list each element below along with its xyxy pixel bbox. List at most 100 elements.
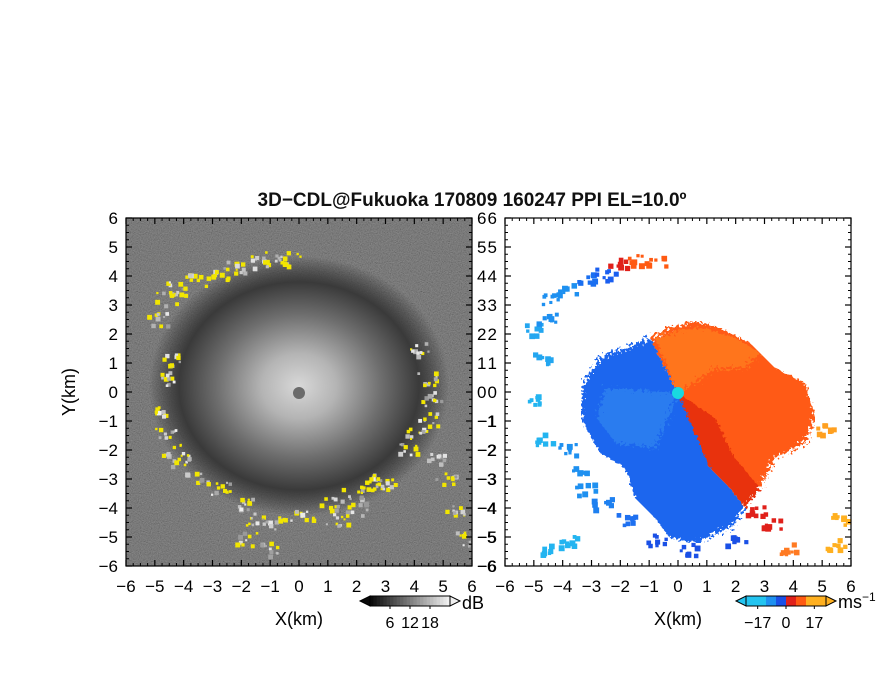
left-panel: −6 −5 −4 −3 −2 −1 0 1 2 3 4 5 66 65 54 43 32 21 10 0−1 −1−2−… <box>59 209 496 632</box>
echo-pixel <box>436 424 441 429</box>
echo-pixel <box>382 487 386 491</box>
echo-pixel <box>299 255 302 258</box>
echo-pixel <box>424 404 428 408</box>
echo-pixel <box>440 399 444 404</box>
echo-pixel <box>359 495 364 500</box>
velocity-pixel <box>536 321 542 327</box>
colorbar-swatch <box>426 596 431 606</box>
echo-pixel <box>423 417 427 421</box>
velocity-pixel <box>568 451 572 455</box>
velocity-pixel <box>640 254 644 258</box>
echo-pixel <box>415 344 419 348</box>
echo-pixel <box>360 514 365 518</box>
velocity-pixel <box>649 257 653 262</box>
velocity-pixel <box>694 545 701 552</box>
x-tick-label: −6 <box>116 577 135 596</box>
echo-pixel <box>403 445 408 450</box>
velocity-pixel <box>558 289 563 294</box>
echo-pixel <box>159 324 164 329</box>
echo-pixel <box>419 351 423 354</box>
colorbar-swatch <box>443 596 448 606</box>
velocity-pixel <box>542 294 547 299</box>
colorbar-swatch <box>822 596 827 606</box>
velocity-pixel <box>831 427 837 433</box>
echo-pixel <box>204 284 209 288</box>
velocity-pixel <box>607 276 614 283</box>
echo-pixel <box>410 348 413 351</box>
echo-pixel <box>238 540 243 545</box>
velocity-pixel <box>529 398 534 403</box>
echo-pixel <box>406 429 411 434</box>
velocity-pixel <box>547 357 554 364</box>
velocity-pixel <box>602 276 606 280</box>
echo-pixel <box>250 517 253 520</box>
echo-pixel <box>161 410 166 415</box>
echo-pixel <box>278 516 282 520</box>
velocity-pixel <box>536 437 542 443</box>
colorbar-extend-low <box>358 595 371 607</box>
y-tick-label: −3 <box>99 470 118 489</box>
colorbar-swatch <box>440 596 444 606</box>
echo-pixel <box>357 490 361 494</box>
velocity-pixel <box>663 258 667 262</box>
echo-pixel <box>173 430 176 433</box>
velocity-pixel <box>533 352 539 358</box>
velocity-pixel <box>582 491 589 498</box>
colorbar-swatch <box>766 596 770 606</box>
echo-pixel <box>433 383 437 388</box>
velocity-pixel <box>607 269 611 273</box>
echo-pixel <box>453 513 458 518</box>
echo-pixel <box>278 258 282 262</box>
colorbar-swatch <box>812 596 817 606</box>
echo-pixel <box>161 376 164 380</box>
colorbar-swatch <box>769 596 774 606</box>
echo-pixel <box>393 482 398 488</box>
echo-pixel <box>360 489 365 493</box>
echo-pixel <box>290 519 293 522</box>
y-tick-label: 0 <box>488 383 497 402</box>
echo-pixel <box>451 482 456 487</box>
echo-pixel <box>351 502 356 508</box>
velocity-pixel <box>543 552 547 557</box>
echo-pixel <box>425 430 429 433</box>
echo-pixel <box>226 260 231 265</box>
velocity-pixel <box>574 536 581 542</box>
echo-pixel <box>185 472 191 478</box>
echo-pixel <box>380 484 385 489</box>
echo-pixel <box>246 508 250 512</box>
radar-site-marker <box>293 387 305 399</box>
velocity-pixel <box>540 355 545 360</box>
velocity-pixel <box>693 553 699 559</box>
echo-pixel <box>333 497 338 502</box>
velocity-pixel <box>538 441 542 445</box>
colorbar-extend-high <box>449 595 462 607</box>
echo-pixel <box>300 512 306 518</box>
echo-pixel <box>163 376 169 382</box>
colorbar-swatch <box>393 596 398 606</box>
x-tick-label: 6 <box>846 577 855 596</box>
echo-pixel <box>274 259 278 263</box>
echo-pixel <box>433 391 437 395</box>
colorbar-swatch <box>420 596 424 606</box>
echo-pixel <box>170 376 175 381</box>
echo-pixel <box>253 512 257 516</box>
y-tick-label: 6 <box>109 209 118 228</box>
velocity-pixel <box>630 520 636 526</box>
echo-pixel <box>423 419 426 423</box>
velocity-pixel <box>571 283 578 289</box>
echo-pixel <box>176 355 181 361</box>
echo-pixel <box>385 478 390 484</box>
echo-pixel <box>255 521 260 526</box>
velocity-pixel <box>536 354 543 361</box>
x-tick-label: −5 <box>524 577 543 596</box>
echo-pixel <box>175 293 179 297</box>
velocity-pixel <box>605 278 610 284</box>
echo-pixel <box>262 518 265 521</box>
velocity-pixel <box>791 542 797 548</box>
echo-pixel <box>262 256 266 261</box>
velocity-pixel <box>779 527 783 531</box>
echo-pixel <box>196 480 201 485</box>
velocity-pixel <box>662 541 668 547</box>
right-xlabel: X(km) <box>654 609 702 629</box>
velocity-receding-inner <box>655 328 760 393</box>
